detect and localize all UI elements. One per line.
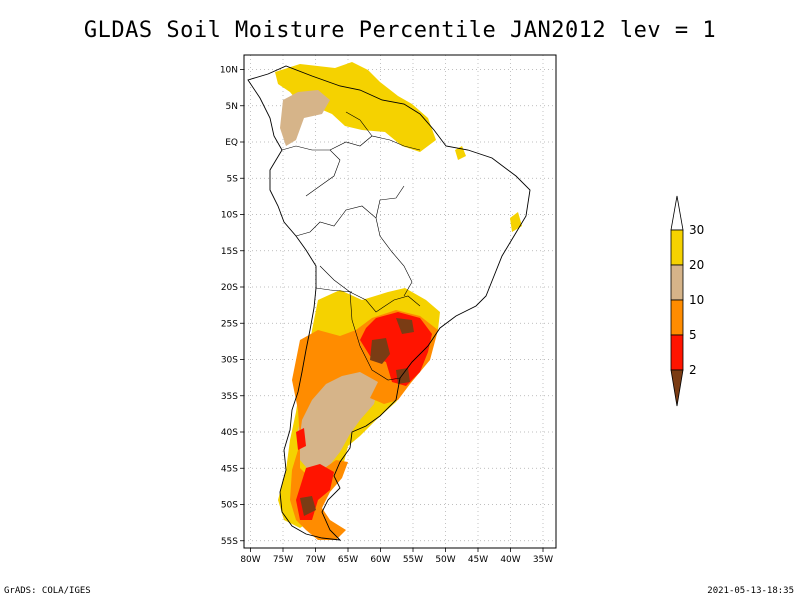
lat-tick-label: 20S xyxy=(221,283,238,293)
region-north-yellow xyxy=(275,62,436,152)
map-title: GLDAS Soil Moisture Percentile JAN2012 l… xyxy=(83,18,717,43)
south-america-coastline xyxy=(247,65,531,541)
footer-credit: GrADS: COLA/IGES xyxy=(4,586,91,596)
lat-tick-label: 55S xyxy=(221,537,238,547)
lat-tick-label: 5S xyxy=(227,174,239,184)
lat-tick-label: 30S xyxy=(221,356,238,366)
colorbar-label-5: 5 xyxy=(689,328,697,342)
colorbar-label-2: 2 xyxy=(689,363,697,377)
colorbar-below-2 xyxy=(670,369,684,407)
colorbar-label-10: 10 xyxy=(689,293,704,307)
lon-tick-label: 60W xyxy=(370,555,390,565)
lat-tick-label: EQ xyxy=(225,138,238,148)
colorbar-label-30: 30 xyxy=(689,223,704,237)
lon-tick-label: 45W xyxy=(468,555,488,565)
latitude-ticks: 10N 5N EQ 5S 10S 15S 20S 25S 30S 35S 40S 45S 50S 55S xyxy=(220,66,244,547)
lat-tick-label: 50S xyxy=(221,501,238,511)
colorbar-label-20: 20 xyxy=(689,258,704,272)
lon-tick-label: 55W xyxy=(403,555,423,565)
lat-tick-label: 35S xyxy=(221,392,238,402)
lon-tick-label: 50W xyxy=(435,555,455,565)
region-north-tan xyxy=(280,90,330,146)
lon-tick-label: 40W xyxy=(500,555,520,565)
colorbar-10-20 xyxy=(670,264,684,301)
lat-tick-label: 45S xyxy=(221,464,238,474)
footer-timestamp: 2021-05-13-18:35 xyxy=(707,586,794,596)
country-borders xyxy=(281,111,421,381)
colorbar-above-30 xyxy=(670,195,684,231)
region-south-brown xyxy=(300,318,414,516)
lon-tick-label: 80W xyxy=(240,555,260,565)
lat-tick-label: 25S xyxy=(221,319,238,329)
region-south-red xyxy=(296,312,432,520)
lon-tick-label: 70W xyxy=(305,555,325,565)
lat-tick-label: 40S xyxy=(221,428,238,438)
map-frame xyxy=(243,54,557,549)
lon-tick-label: 65W xyxy=(338,555,358,565)
coastlines-borders xyxy=(247,65,531,541)
lat-tick-label: 15S xyxy=(221,247,238,257)
soil-moisture-shading xyxy=(275,62,522,540)
colorbar: 30 20 10 5 2 xyxy=(670,195,704,407)
lon-tick-label: 75W xyxy=(273,555,293,565)
lat-tick-label: 10N xyxy=(220,66,238,76)
lon-tick-label: 35W xyxy=(533,555,553,565)
colorbar-2-5 xyxy=(670,334,684,371)
colorbar-5-10 xyxy=(670,299,684,336)
region-east-yellow xyxy=(455,146,522,232)
lat-tick-label: 5N xyxy=(226,102,238,112)
colorbar-20-30 xyxy=(670,229,684,266)
longitude-ticks: 80W 75W 70W 65W 60W 55W 50W 45W 40W 35W xyxy=(240,548,553,565)
lat-tick-label: 10S xyxy=(221,211,238,221)
